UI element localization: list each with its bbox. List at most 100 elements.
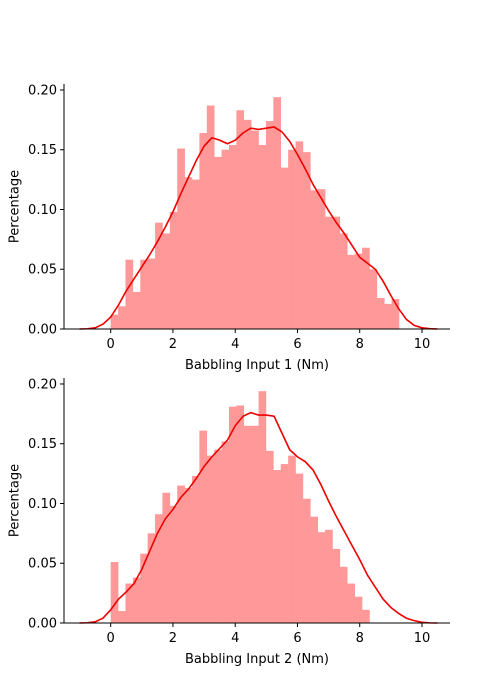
x-tick-label: 0 bbox=[107, 337, 115, 352]
histogram-bar bbox=[310, 190, 319, 329]
y-tick-label: 0.20 bbox=[28, 83, 57, 98]
y-axis-label-2: Percentage bbox=[8, 464, 23, 537]
histogram-bar bbox=[347, 583, 355, 623]
histogram-bar bbox=[265, 450, 274, 623]
histogram-bar bbox=[125, 259, 134, 329]
subplot-1: 0 2 4 6 8 10 0.00 0.05 0.10 0.15 0.20 Babbling In… bbox=[8, 83, 450, 373]
histogram-bar bbox=[228, 144, 237, 329]
histogram-bar bbox=[369, 269, 378, 329]
histogram-bar bbox=[110, 562, 119, 623]
histogram-bar bbox=[362, 609, 370, 623]
histogram-bar bbox=[169, 211, 178, 329]
histogram-bar bbox=[192, 476, 200, 623]
histogram-bar bbox=[325, 216, 333, 329]
x-tick-label: 2 bbox=[169, 337, 177, 352]
histogram-bar bbox=[280, 464, 289, 623]
histogram-bar bbox=[302, 498, 311, 623]
y-tick-label: 0.20 bbox=[28, 377, 57, 392]
histogram-bar bbox=[243, 119, 252, 329]
y-ticks-1: 0.00 0.05 0.10 0.15 0.20 bbox=[28, 83, 64, 338]
histogram-bar bbox=[221, 441, 230, 623]
histogram-bar bbox=[347, 254, 355, 329]
histogram-bar bbox=[258, 144, 267, 329]
y-ticks-2: 0.00 0.05 0.10 0.15 0.20 bbox=[28, 377, 64, 632]
y-tick-label: 0.05 bbox=[28, 557, 57, 572]
y-tick-label: 0.00 bbox=[28, 617, 57, 632]
histogram-bar bbox=[199, 133, 208, 329]
bars-1 bbox=[110, 97, 400, 330]
x-tick-label: 4 bbox=[231, 631, 239, 646]
histogram-bar bbox=[206, 105, 215, 329]
x-tick-label: 10 bbox=[414, 337, 431, 352]
histogram-bar bbox=[177, 148, 185, 329]
histogram-bar bbox=[147, 533, 156, 623]
histogram-bar bbox=[391, 299, 400, 329]
histogram-bar bbox=[206, 455, 215, 623]
x-axis-label-1: Babbling Input 1 (Nm) bbox=[185, 358, 329, 373]
histogram-bar bbox=[132, 577, 141, 623]
histogram-bar bbox=[251, 130, 259, 329]
y-tick-label: 0.10 bbox=[28, 497, 57, 512]
y-tick-label: 0.00 bbox=[28, 323, 57, 338]
histogram-bar bbox=[251, 425, 259, 623]
histogram-bar bbox=[280, 167, 289, 329]
histogram-bar bbox=[295, 473, 304, 623]
kde-line-2 bbox=[79, 411, 438, 624]
x-tick-label: 6 bbox=[293, 337, 301, 352]
x-ticks-1: 0 2 4 6 8 10 bbox=[107, 329, 431, 352]
histogram-bar bbox=[118, 306, 126, 329]
x-tick-label: 8 bbox=[356, 631, 364, 646]
histogram-bar bbox=[339, 566, 348, 623]
histogram-bar bbox=[177, 485, 185, 623]
histogram-bar bbox=[199, 430, 208, 623]
y-tick-label: 0.15 bbox=[28, 437, 57, 452]
subplot-2: 0 2 4 6 8 10 0.00 0.05 0.10 0.15 0.20 Babbling In… bbox=[8, 377, 450, 667]
histogram-bar bbox=[332, 216, 341, 329]
histogram-bar bbox=[118, 611, 126, 623]
histogram-bar bbox=[273, 470, 282, 623]
histogram-bar bbox=[125, 583, 134, 623]
x-tick-label: 0 bbox=[107, 631, 115, 646]
histogram-bar bbox=[332, 548, 341, 623]
histogram-bar bbox=[302, 152, 311, 329]
x-tick-label: 10 bbox=[414, 631, 431, 646]
histogram-bar bbox=[221, 149, 230, 329]
histogram-bar bbox=[140, 553, 148, 623]
histogram-bar bbox=[339, 233, 348, 329]
histogram-bar bbox=[110, 314, 119, 329]
histogram-bar bbox=[288, 149, 296, 329]
histogram-bar bbox=[184, 177, 193, 329]
histogram-bar bbox=[288, 455, 296, 623]
histogram-bar bbox=[184, 487, 193, 623]
histogram-bar bbox=[310, 516, 319, 623]
histogram-bar bbox=[362, 247, 370, 329]
histogram-bar bbox=[354, 596, 363, 623]
histogram-bar bbox=[162, 233, 171, 329]
histogram-bar bbox=[162, 492, 171, 623]
histogram-bar bbox=[265, 121, 274, 329]
histogram-bar bbox=[155, 514, 163, 623]
histogram-bar bbox=[384, 303, 392, 329]
histogram-bar bbox=[214, 449, 222, 623]
histogram-bar bbox=[243, 425, 252, 623]
histogram-bar bbox=[214, 156, 222, 329]
histogram-bar bbox=[258, 391, 267, 623]
histogram-bar bbox=[132, 291, 141, 329]
y-tick-label: 0.05 bbox=[28, 263, 57, 278]
bars-2 bbox=[110, 391, 370, 623]
histogram-bar bbox=[228, 406, 237, 623]
histogram-bar bbox=[147, 258, 156, 329]
histogram-bar bbox=[155, 222, 163, 329]
y-tick-label: 0.15 bbox=[28, 143, 57, 158]
histogram-bar bbox=[192, 179, 200, 329]
histogram-bar bbox=[236, 110, 245, 329]
x-tick-label: 2 bbox=[169, 631, 177, 646]
y-axis-label-1: Percentage bbox=[8, 170, 23, 243]
x-tick-label: 6 bbox=[293, 631, 301, 646]
histogram-bar bbox=[273, 97, 282, 330]
histogram-bar bbox=[236, 405, 245, 623]
histogram-bar bbox=[325, 529, 333, 623]
y-tick-label: 0.10 bbox=[28, 203, 57, 218]
x-tick-label: 4 bbox=[231, 337, 239, 352]
